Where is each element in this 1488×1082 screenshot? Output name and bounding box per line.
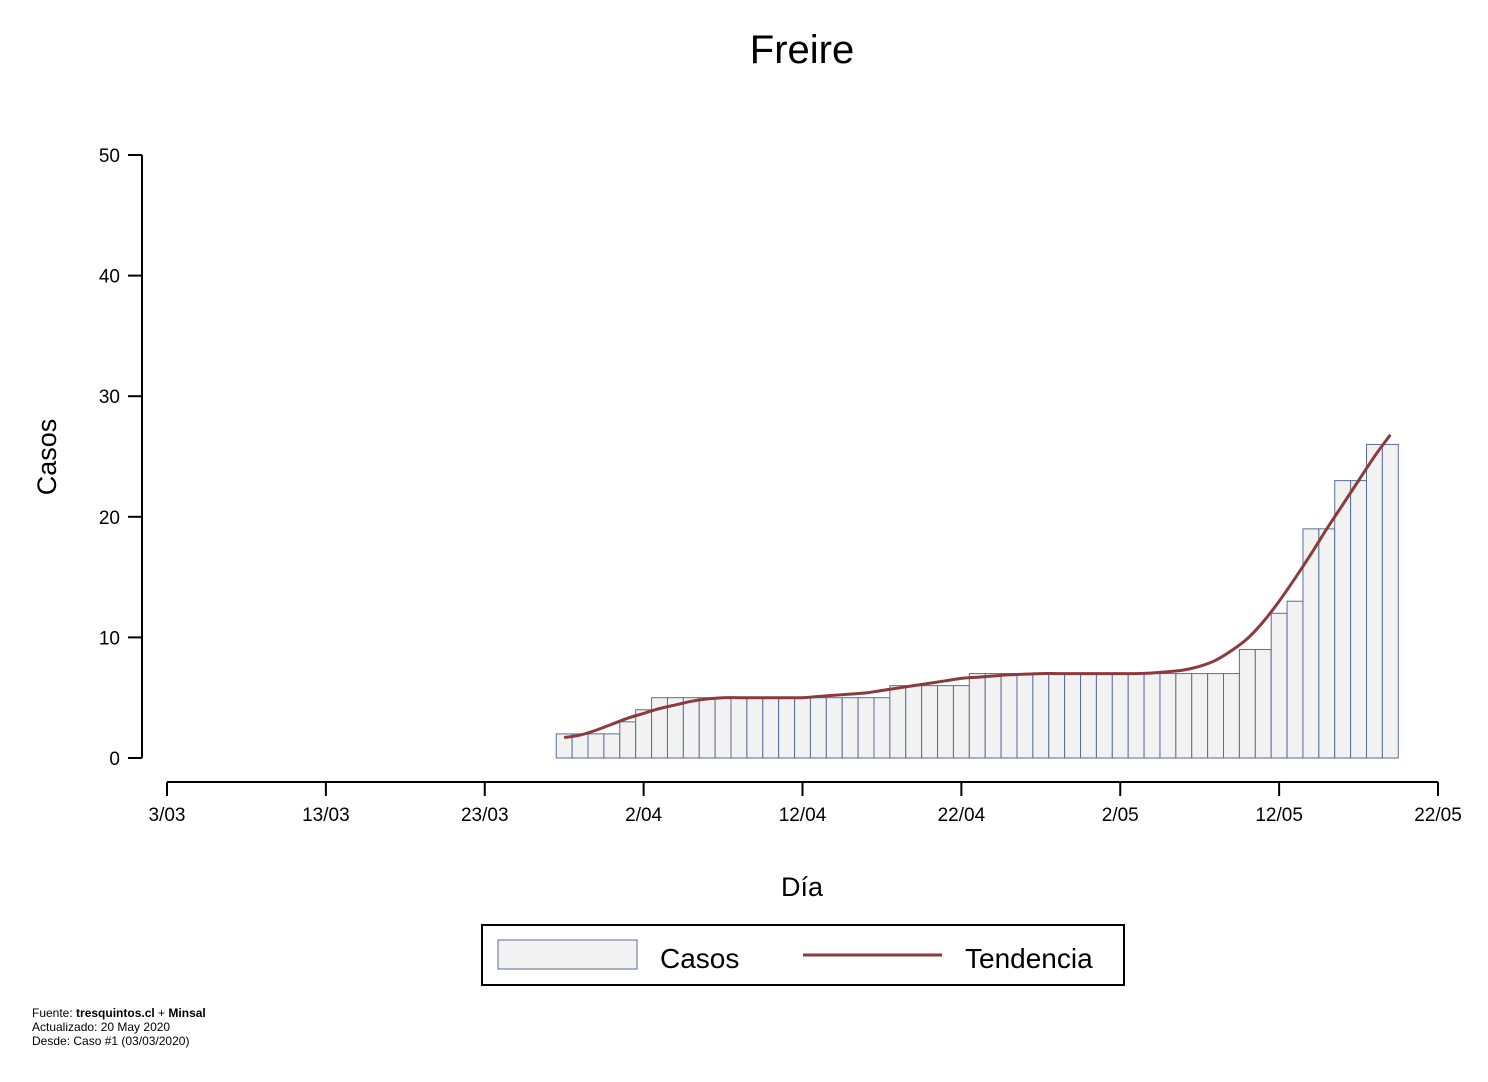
bar-casos xyxy=(746,697,764,759)
bar-casos xyxy=(1334,480,1352,759)
bar-casos xyxy=(1095,673,1113,759)
footer-updated: Actualizado: 20 May 2020 xyxy=(32,1020,171,1034)
y-tick-label: 40 xyxy=(99,267,120,288)
bar-casos xyxy=(619,721,637,759)
bar-casos xyxy=(1191,673,1209,759)
x-tick-label: 2/05 xyxy=(1102,805,1139,826)
bar-casos xyxy=(1080,673,1097,759)
bars-layer xyxy=(555,443,1399,759)
bar-casos xyxy=(968,673,986,759)
bar-casos xyxy=(952,685,970,759)
legend-label-casos: Casos xyxy=(660,943,739,974)
bar-casos xyxy=(857,697,875,759)
footer-source2: Minsal xyxy=(168,1006,206,1020)
bar-casos xyxy=(921,685,939,759)
y-tick-label: 30 xyxy=(99,387,120,408)
bar-casos xyxy=(825,697,843,759)
bar-casos xyxy=(1159,673,1177,759)
bar-casos xyxy=(730,697,748,759)
bar-casos xyxy=(873,697,891,759)
legend-swatch-casos xyxy=(497,939,638,970)
bar-casos xyxy=(1064,673,1082,759)
bar-casos xyxy=(1143,673,1161,759)
bar-casos xyxy=(1000,673,1018,759)
bar-casos xyxy=(889,685,907,759)
legend-label-tendencia: Tendencia xyxy=(965,943,1093,974)
footer-since: Desde: Caso #1 (03/03/2020) xyxy=(32,1034,190,1048)
x-axis-label: Día xyxy=(781,872,824,902)
x-tick-label: 12/04 xyxy=(779,805,827,826)
bar-casos xyxy=(937,685,954,759)
bar-casos xyxy=(587,733,605,759)
y-tick-label: 20 xyxy=(99,508,120,529)
y-tick-label: 10 xyxy=(99,628,120,649)
bar-casos xyxy=(1238,648,1256,759)
bar-casos xyxy=(714,697,732,759)
bar-casos xyxy=(603,733,621,759)
y-tick-label: 0 xyxy=(109,749,120,770)
bar-casos xyxy=(1318,528,1336,759)
y-axis-label: Casos xyxy=(32,419,62,496)
footer-source-line: Fuente: tresquintos.cl + Minsal xyxy=(32,1006,206,1020)
bar-casos xyxy=(1254,648,1272,759)
bar-casos xyxy=(1350,480,1368,759)
y-tick-label: 50 xyxy=(99,146,120,167)
bar-casos xyxy=(778,697,796,759)
bar-casos xyxy=(794,697,811,759)
bar-casos xyxy=(682,697,700,759)
bar-casos xyxy=(698,697,716,759)
chart-title: Freire xyxy=(749,28,855,72)
bar-casos xyxy=(762,697,780,759)
bar-casos xyxy=(1016,673,1034,759)
bar-casos xyxy=(1207,673,1225,759)
x-tick-label: 2/04 xyxy=(625,805,662,826)
trend-layer xyxy=(563,433,1392,739)
x-axis: 3/03 13/03 23/03 2/04 12/04 22/04 2/05 12/05 22/… xyxy=(149,781,1462,826)
footer: Fuente: tresquintos.cl + Minsal Actualiz… xyxy=(32,1006,206,1048)
bar-casos xyxy=(635,709,653,759)
bar-casos xyxy=(1175,673,1193,759)
bar-casos xyxy=(809,697,827,759)
y-axis: 0 10 20 30 40 50 xyxy=(99,146,143,770)
bar-casos xyxy=(1048,673,1066,759)
bar-casos xyxy=(1223,673,1240,759)
bar-casos xyxy=(1381,443,1399,759)
bar-casos xyxy=(905,685,923,759)
bar-casos xyxy=(1366,443,1383,759)
bar-casos xyxy=(984,673,1002,759)
bar-casos xyxy=(841,697,859,759)
bar-casos xyxy=(1270,612,1288,759)
trend-line-tendencia xyxy=(563,433,1392,739)
bar-casos xyxy=(1111,673,1129,759)
footer-source1: tresquintos.cl xyxy=(76,1006,155,1020)
x-tick-label: 12/05 xyxy=(1255,805,1303,826)
bar-casos xyxy=(1286,600,1304,759)
x-tick-label: 23/03 xyxy=(461,805,509,826)
x-tick-label: 22/04 xyxy=(938,805,986,826)
x-tick-label: 3/03 xyxy=(149,805,186,826)
bar-casos xyxy=(1032,673,1050,759)
bar-casos xyxy=(1127,673,1145,759)
x-tick-label: 13/03 xyxy=(302,805,350,826)
legend: Casos Tendencia xyxy=(481,924,1125,986)
x-tick-label: 22/05 xyxy=(1414,805,1462,826)
